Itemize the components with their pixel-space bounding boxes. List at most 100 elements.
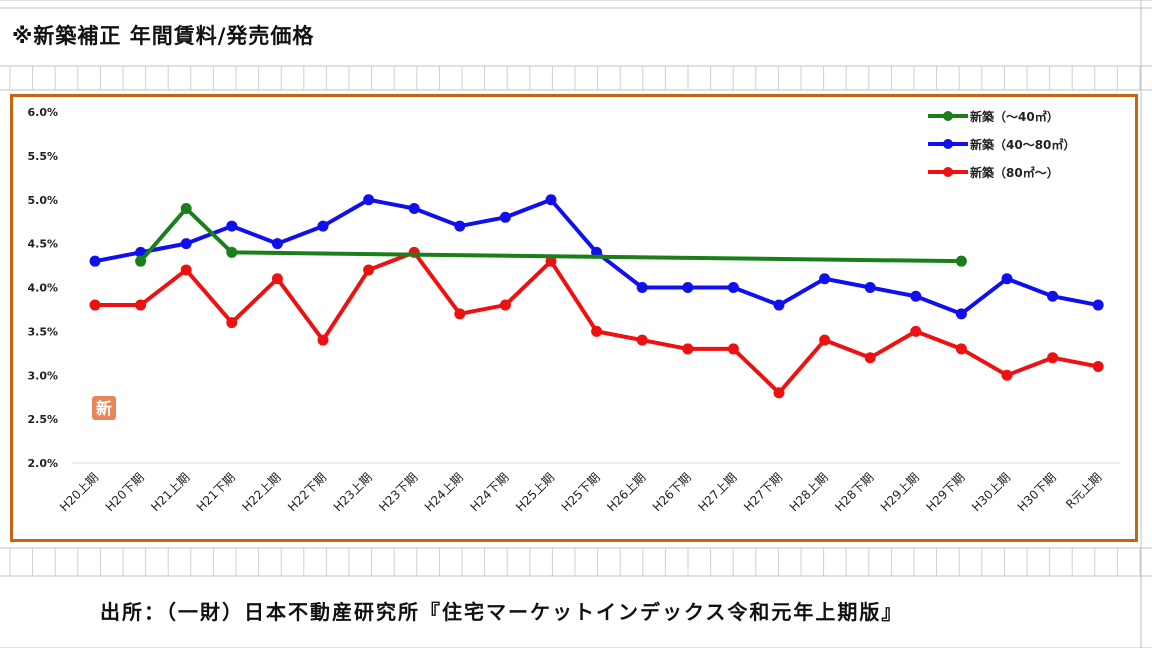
series-2 — [89, 246, 1104, 399]
legend-swatch-marker — [943, 167, 953, 177]
data-point — [1092, 299, 1104, 311]
data-point — [454, 220, 466, 232]
y-tick-label: 2.0% — [27, 457, 58, 470]
data-point — [682, 282, 694, 293]
x-tick-label: H23上期 — [331, 470, 375, 514]
source-caption: 出所：（一財）日本不動産研究所『住宅マーケットインデックス令和元年上期版』 — [100, 600, 904, 624]
data-point — [636, 334, 648, 346]
x-tick-label: H25下期 — [559, 470, 603, 514]
y-tick-label: 4.5% — [27, 238, 58, 251]
series-0 — [135, 203, 967, 267]
y-tick-label: 3.0% — [27, 369, 58, 382]
y-axis: 6.0% 5.5% 5.0% 4.5% 4.0% 3.5% 3.0% 2.5% 2.0% — [27, 106, 1120, 470]
x-tick-label: H27上期 — [695, 470, 739, 514]
data-point — [545, 194, 557, 206]
x-tick-label: H24下期 — [467, 470, 511, 514]
data-point — [545, 255, 557, 267]
new-badge: 新 — [92, 396, 116, 420]
data-point — [864, 352, 876, 364]
data-point — [180, 203, 192, 215]
data-point — [89, 255, 101, 267]
data-point — [955, 343, 967, 355]
series-line — [139, 206, 962, 264]
data-point — [1001, 273, 1013, 285]
data-point — [226, 246, 238, 258]
x-tick-label: H29下期 — [923, 470, 967, 514]
x-axis: H20上期 H20下期 H21上期 H21下期 H22上期 H22下期 H23上期 H23下期… — [57, 470, 1104, 514]
data-point — [89, 299, 101, 311]
x-tick-label: R元上期 — [1063, 470, 1104, 511]
x-tick-label: H25上期 — [513, 470, 557, 514]
data-point — [910, 290, 922, 302]
new-badge-label: 新 — [96, 399, 112, 418]
x-tick-label: H30下期 — [1015, 470, 1059, 514]
x-tick-label: H23下期 — [376, 470, 420, 514]
x-tick-label: H26上期 — [604, 470, 648, 514]
x-tick-label: H21上期 — [148, 470, 192, 514]
data-point — [955, 308, 967, 320]
y-tick-label: 3.5% — [27, 325, 58, 338]
y-tick-label: 5.5% — [27, 150, 58, 163]
series-line — [95, 250, 1099, 395]
data-point — [226, 317, 238, 329]
data-point — [727, 343, 739, 355]
data-point — [135, 255, 147, 267]
x-tick-label: H27下期 — [741, 470, 785, 514]
legend-swatch-marker — [943, 139, 953, 149]
y-tick-label: 5.0% — [27, 194, 58, 207]
data-point — [955, 255, 967, 267]
y-tick-label: 2.5% — [27, 413, 58, 426]
data-point — [864, 282, 876, 293]
x-tick-label: H22下期 — [285, 470, 329, 514]
legend-label: 新築（80㎡～） — [970, 165, 1059, 180]
data-point — [499, 211, 511, 223]
data-point — [910, 325, 922, 337]
data-point — [636, 282, 648, 293]
data-point — [1047, 352, 1059, 364]
x-tick-label: H20下期 — [103, 470, 147, 514]
legend-label: 新築（40～80㎡） — [970, 137, 1075, 152]
data-point — [499, 299, 511, 311]
data-point — [408, 203, 420, 215]
x-tick-label: H21下期 — [194, 470, 238, 514]
x-tick-label: H28下期 — [832, 470, 876, 514]
data-point — [135, 299, 147, 311]
x-tick-label: H29上期 — [878, 470, 922, 514]
y-tick-label: 4.0% — [27, 282, 58, 295]
data-point — [363, 264, 375, 276]
data-point — [591, 325, 603, 337]
data-point — [1047, 290, 1059, 302]
data-point — [773, 387, 785, 399]
data-point — [727, 282, 739, 293]
legend-swatch-marker — [943, 111, 953, 121]
data-point — [819, 273, 831, 285]
data-point — [454, 308, 466, 320]
page-title: ※新築補正 年間賃料/発売価格 — [12, 24, 315, 48]
data-point — [1092, 360, 1104, 372]
x-tick-label: H30上期 — [969, 470, 1013, 514]
data-point — [773, 299, 785, 311]
data-point — [819, 334, 831, 346]
series-layer — [89, 194, 1104, 399]
x-tick-label: H28上期 — [787, 470, 831, 514]
legend: 新築（～40㎡） 新築（40～80㎡） 新築（80㎡～） — [928, 109, 1075, 180]
new-badge-bg — [92, 396, 116, 420]
x-tick-label: H22上期 — [239, 470, 283, 514]
data-point — [180, 238, 192, 250]
x-tick-label: H24上期 — [422, 470, 466, 514]
data-point — [363, 194, 375, 206]
data-point — [180, 264, 192, 276]
legend-label: 新築（～40㎡） — [970, 109, 1059, 124]
y-tick-label: 6.0% — [27, 106, 58, 119]
data-point — [317, 334, 329, 346]
data-point — [271, 273, 283, 285]
data-point — [682, 343, 694, 355]
x-tick-label: H20上期 — [57, 470, 101, 514]
data-point — [317, 220, 329, 232]
data-point — [226, 220, 238, 232]
data-point — [271, 238, 283, 250]
series-1 — [89, 194, 1104, 320]
data-point — [1001, 369, 1013, 381]
